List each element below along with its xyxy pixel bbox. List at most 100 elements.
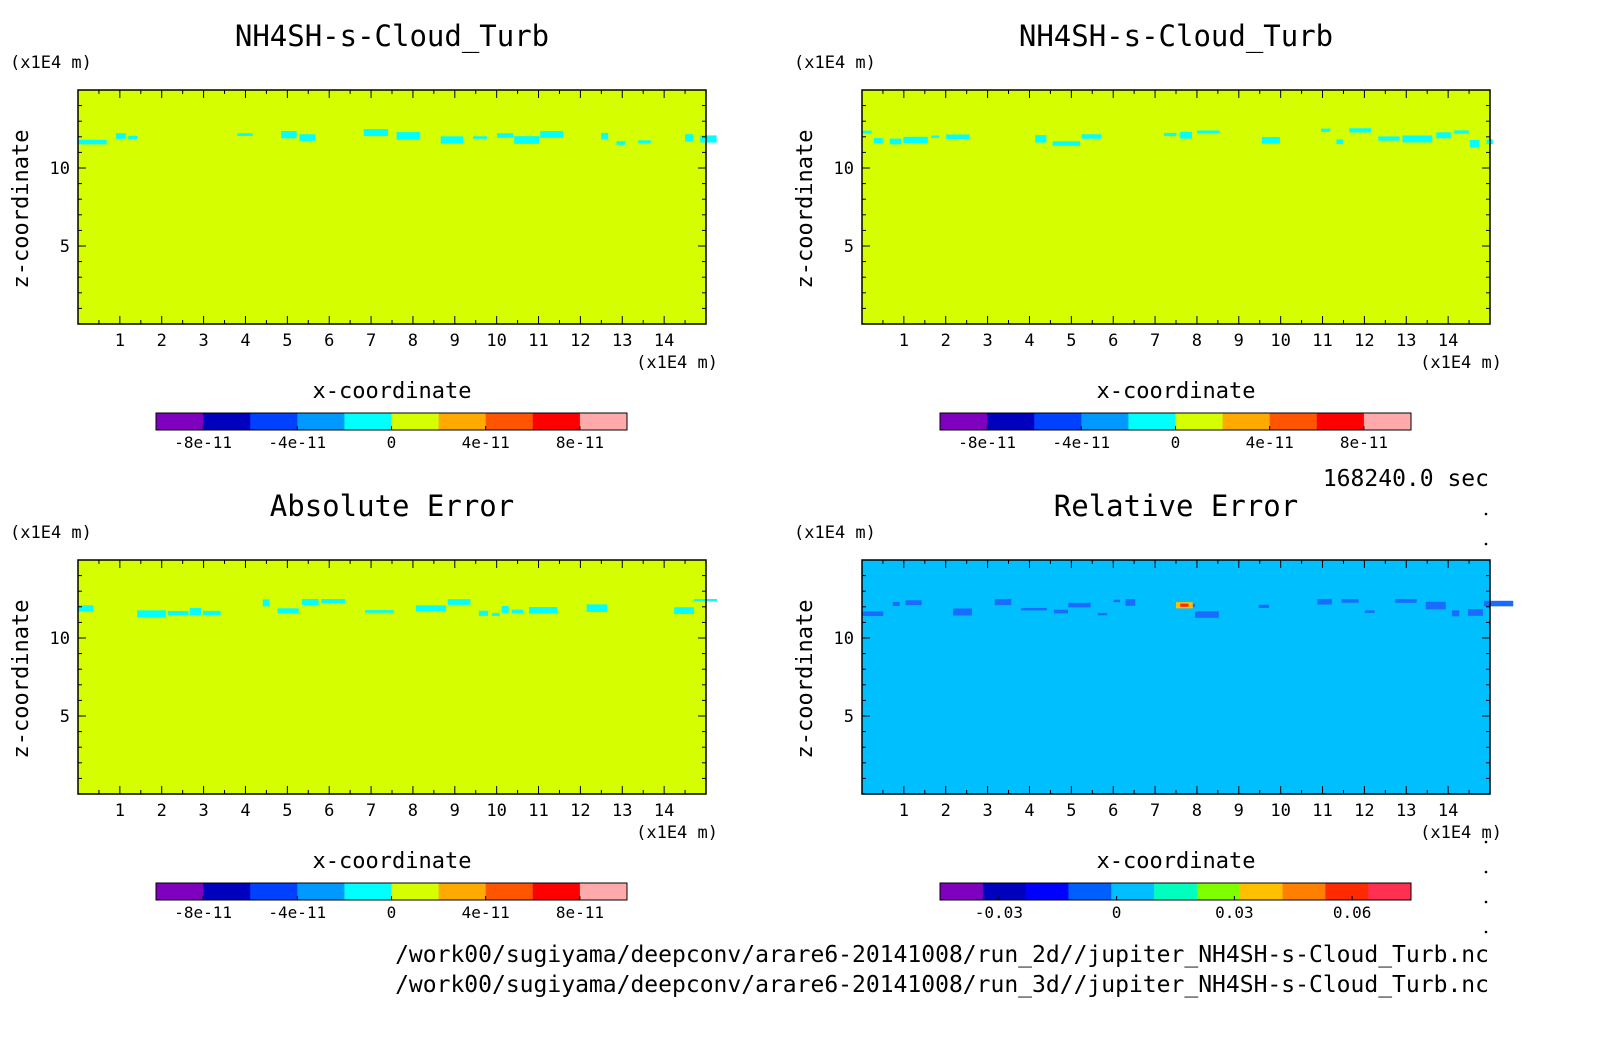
cloud-patch bbox=[1180, 131, 1192, 139]
colorbar-swatch bbox=[1068, 883, 1112, 900]
colorbar-swatch bbox=[391, 413, 440, 430]
edge-dot bbox=[1484, 900, 1488, 904]
x-axis-label: x-coordinate bbox=[313, 849, 472, 874]
colorbar-swatch bbox=[940, 883, 984, 900]
colorbar-swatch bbox=[297, 413, 345, 430]
cloud-patch bbox=[189, 608, 202, 616]
field-background bbox=[78, 560, 706, 794]
panel-1: NH4SH-s-Cloud_Turb(x1E4 m)1 2 3 4 5 6 7 8 9 10 11 1… bbox=[793, 19, 1502, 452]
colorbar-tick-label: 4e-11 bbox=[462, 903, 510, 922]
x-tick-label: 10 bbox=[486, 331, 506, 351]
cloud-patch bbox=[873, 138, 883, 144]
colorbar-frame bbox=[939, 882, 1412, 901]
x-unit-label: (x1E4 m) bbox=[1420, 823, 1502, 843]
cloud-patch bbox=[1052, 141, 1081, 146]
cloud-patch bbox=[1195, 611, 1219, 618]
colorbar-swatch bbox=[1325, 883, 1369, 900]
cloud-patch bbox=[116, 133, 126, 139]
x-tick-label: 14 bbox=[1438, 801, 1458, 821]
cloud-patch bbox=[862, 611, 884, 616]
colorbar-swatch bbox=[438, 883, 487, 900]
cloud-patch bbox=[946, 134, 970, 140]
x-tick-label: 8 bbox=[1192, 331, 1202, 351]
x-tick-label: 12 bbox=[570, 801, 590, 821]
cloud-patch bbox=[1451, 610, 1460, 617]
colorbar: -8e-11 -4e-11 0 4e-11 8e-11 bbox=[155, 412, 628, 452]
colorbar-tick-label: -4e-11 bbox=[1052, 433, 1110, 452]
x-tick-label: 9 bbox=[450, 331, 460, 351]
colorbar-swatch bbox=[485, 883, 534, 900]
cloud-patch bbox=[905, 600, 922, 606]
cloud-patch bbox=[1349, 128, 1372, 133]
x-axis-label: x-coordinate bbox=[1097, 379, 1256, 404]
colorbar: -0.03 0 0.03 0.06 bbox=[939, 882, 1412, 922]
cloud-patch bbox=[1402, 135, 1433, 143]
cloud-patch bbox=[281, 131, 297, 139]
cloud-patch bbox=[277, 608, 299, 614]
cloud-patch bbox=[496, 133, 514, 138]
cloud-patch bbox=[1436, 132, 1451, 139]
x-unit-label: (x1E4 m) bbox=[1420, 353, 1502, 373]
x-tick-label: 13 bbox=[612, 801, 632, 821]
colorbar-swatch bbox=[250, 883, 298, 900]
cloud-patch bbox=[299, 134, 316, 141]
cloud-patch bbox=[1321, 128, 1331, 132]
cloud-patch bbox=[1454, 130, 1469, 134]
cloud-patch bbox=[685, 134, 693, 142]
x-axis-label: x-coordinate bbox=[1097, 849, 1256, 874]
x-tick-label: 7 bbox=[1150, 331, 1160, 351]
cloud-patch bbox=[586, 604, 608, 612]
cloud-band bbox=[862, 599, 1514, 618]
cloud-patch bbox=[1336, 139, 1343, 145]
cloud-patch bbox=[514, 136, 540, 144]
colorbar-tick-label: -4e-11 bbox=[268, 433, 326, 452]
x-tick-label: 10 bbox=[1270, 801, 1290, 821]
cloud-patch bbox=[321, 599, 346, 604]
cloud-patch bbox=[1341, 599, 1359, 603]
x-tick-label: 12 bbox=[1354, 331, 1374, 351]
x-tick-label: 9 bbox=[1234, 801, 1244, 821]
y-tick-label: 5 bbox=[844, 237, 854, 257]
colorbar-tick-label: 0.06 bbox=[1333, 903, 1372, 922]
x-tick-label: 10 bbox=[1270, 331, 1290, 351]
cloud-patch bbox=[237, 133, 253, 136]
cloud-patch bbox=[365, 610, 394, 613]
colorbar-tick-label: 8e-11 bbox=[556, 903, 604, 922]
x-tick-label: 4 bbox=[1024, 331, 1034, 351]
colorbar-tick-label: -4e-11 bbox=[268, 903, 326, 922]
cloud-patch bbox=[953, 608, 972, 616]
colorbar-swatch bbox=[1282, 883, 1326, 900]
x-tick-label: 1 bbox=[899, 801, 909, 821]
x-tick-label: 13 bbox=[1396, 801, 1416, 821]
cloud-patch bbox=[1097, 612, 1108, 616]
x-tick-label: 8 bbox=[1192, 801, 1202, 821]
colorbar-tick-label: -8e-11 bbox=[174, 903, 232, 922]
cloud-patch bbox=[1364, 610, 1375, 613]
cloud-patch bbox=[889, 138, 902, 145]
x-tick-label: 5 bbox=[1066, 331, 1076, 351]
x-tick-label: 6 bbox=[1108, 801, 1118, 821]
panel-title: Absolute Error bbox=[270, 489, 514, 523]
y-axis-label: z-coordinate bbox=[9, 130, 34, 289]
colorbar-swatch bbox=[1128, 413, 1176, 430]
colorbar-swatch bbox=[1025, 883, 1069, 900]
cloud-patch bbox=[78, 605, 94, 612]
cloud-patch bbox=[1258, 604, 1269, 608]
cloud-patch bbox=[1467, 609, 1483, 616]
colorbar-swatch bbox=[940, 413, 988, 430]
cloud-patch bbox=[1378, 136, 1400, 141]
colorbar-tick-label: 0 bbox=[1171, 433, 1181, 452]
cloud-patch bbox=[128, 135, 138, 140]
y-tick-label: 10 bbox=[50, 629, 70, 649]
cloud-patch bbox=[1483, 600, 1514, 607]
cloud-patch bbox=[1261, 136, 1280, 144]
colorbar-swatch bbox=[203, 413, 251, 430]
x-axis-label: x-coordinate bbox=[313, 379, 472, 404]
x-tick-label: 7 bbox=[366, 801, 376, 821]
y-tick-label: 10 bbox=[834, 159, 854, 179]
edge-dot bbox=[1484, 930, 1488, 934]
colorbar-swatch bbox=[1269, 413, 1318, 430]
x-tick-label: 5 bbox=[1066, 801, 1076, 821]
y-unit-label: (x1E4 m) bbox=[794, 523, 876, 543]
x-tick-label: 11 bbox=[528, 801, 548, 821]
